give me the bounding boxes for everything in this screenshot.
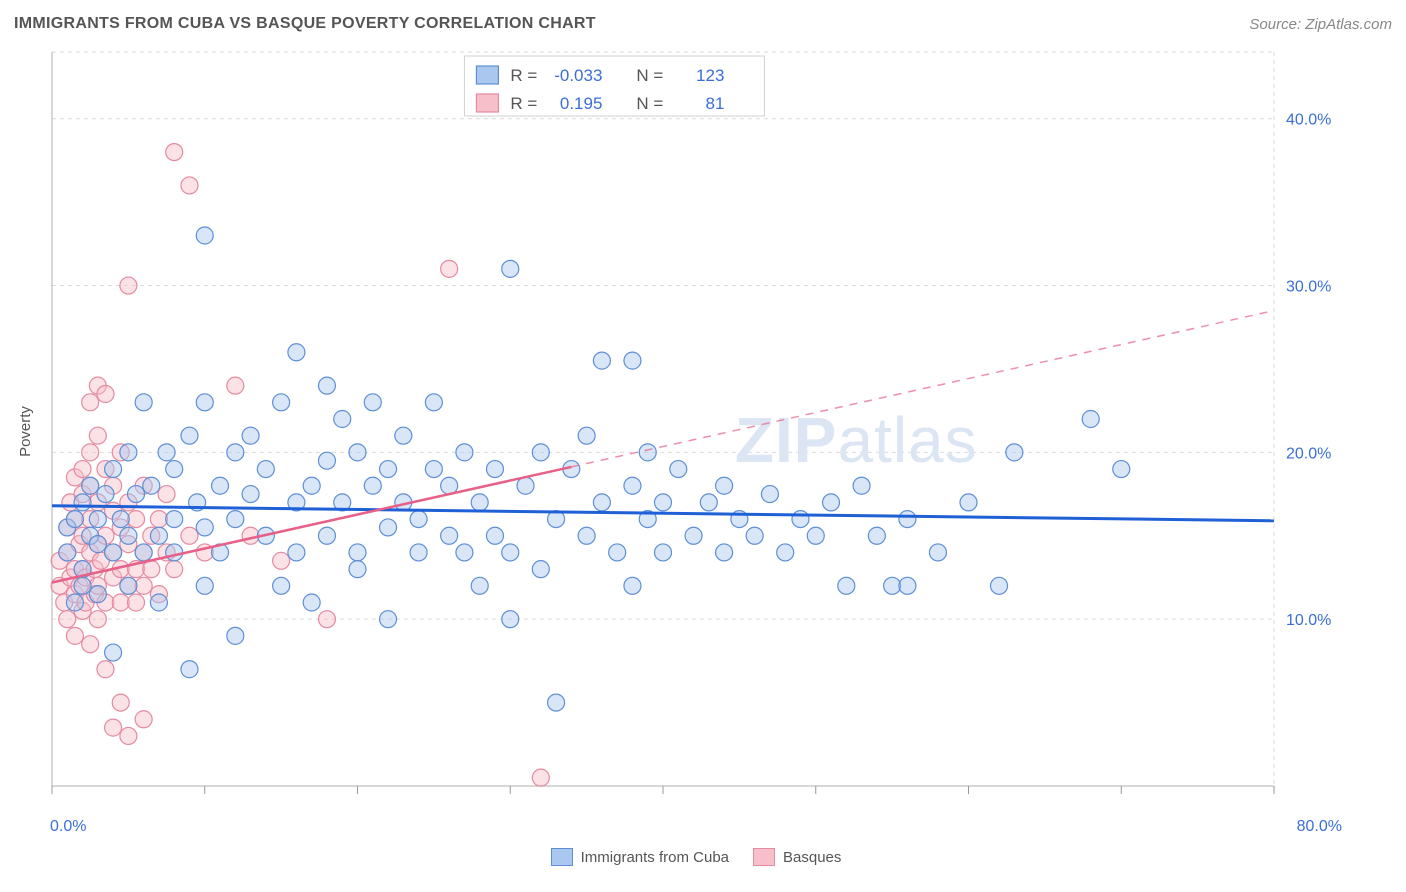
legend-item-cuba: Immigrants from Cuba xyxy=(551,848,729,866)
svg-text:0.195: 0.195 xyxy=(560,94,603,113)
legend-label-basques: Basques xyxy=(783,849,841,866)
source-prefix: Source: xyxy=(1249,16,1305,33)
svg-text:ZIPatlas: ZIPatlas xyxy=(735,404,978,476)
legend-swatch-basques xyxy=(753,848,775,866)
y-axis-label-wrap: Poverty xyxy=(10,46,40,816)
x-tick-label-min: 0.0% xyxy=(50,818,86,836)
legend-label-cuba: Immigrants from Cuba xyxy=(581,849,729,866)
svg-text:123: 123 xyxy=(696,66,724,85)
x-axis-labels: 0.0% 80.0% xyxy=(48,818,1344,840)
scatter-chart: ZIPatlas 10.0% 20.0% 30.0% 40.0% R = -0.033 N =… xyxy=(48,46,1344,816)
svg-text:R =: R = xyxy=(510,94,537,113)
svg-text:N =: N = xyxy=(636,66,663,85)
svg-text:10.0%: 10.0% xyxy=(1286,612,1331,629)
svg-text:81: 81 xyxy=(706,94,725,113)
svg-text:40.0%: 40.0% xyxy=(1286,112,1331,129)
svg-text:30.0%: 30.0% xyxy=(1286,279,1331,296)
y-axis-label: Poverty xyxy=(17,406,34,457)
svg-text:-0.033: -0.033 xyxy=(554,66,602,85)
chart-title: IMMIGRANTS FROM CUBA VS BASQUE POVERTY C… xyxy=(14,15,596,33)
footer-legend: Immigrants from Cuba Basques xyxy=(48,842,1344,872)
source-name: ZipAtlas.com xyxy=(1305,16,1392,33)
plot-area: ZIPatlas 10.0% 20.0% 30.0% 40.0% R = -0.033 N =… xyxy=(48,46,1344,816)
svg-text:N =: N = xyxy=(636,94,663,113)
chart-header: IMMIGRANTS FROM CUBA VS BASQUE POVERTY C… xyxy=(0,0,1406,40)
source-attribution: Source: ZipAtlas.com xyxy=(1249,16,1392,33)
svg-text:R =: R = xyxy=(510,66,537,85)
x-tick-label-max: 80.0% xyxy=(1297,818,1342,836)
svg-text:20.0%: 20.0% xyxy=(1286,445,1331,462)
legend-swatch-cuba xyxy=(551,848,573,866)
legend-item-basques: Basques xyxy=(753,848,841,866)
